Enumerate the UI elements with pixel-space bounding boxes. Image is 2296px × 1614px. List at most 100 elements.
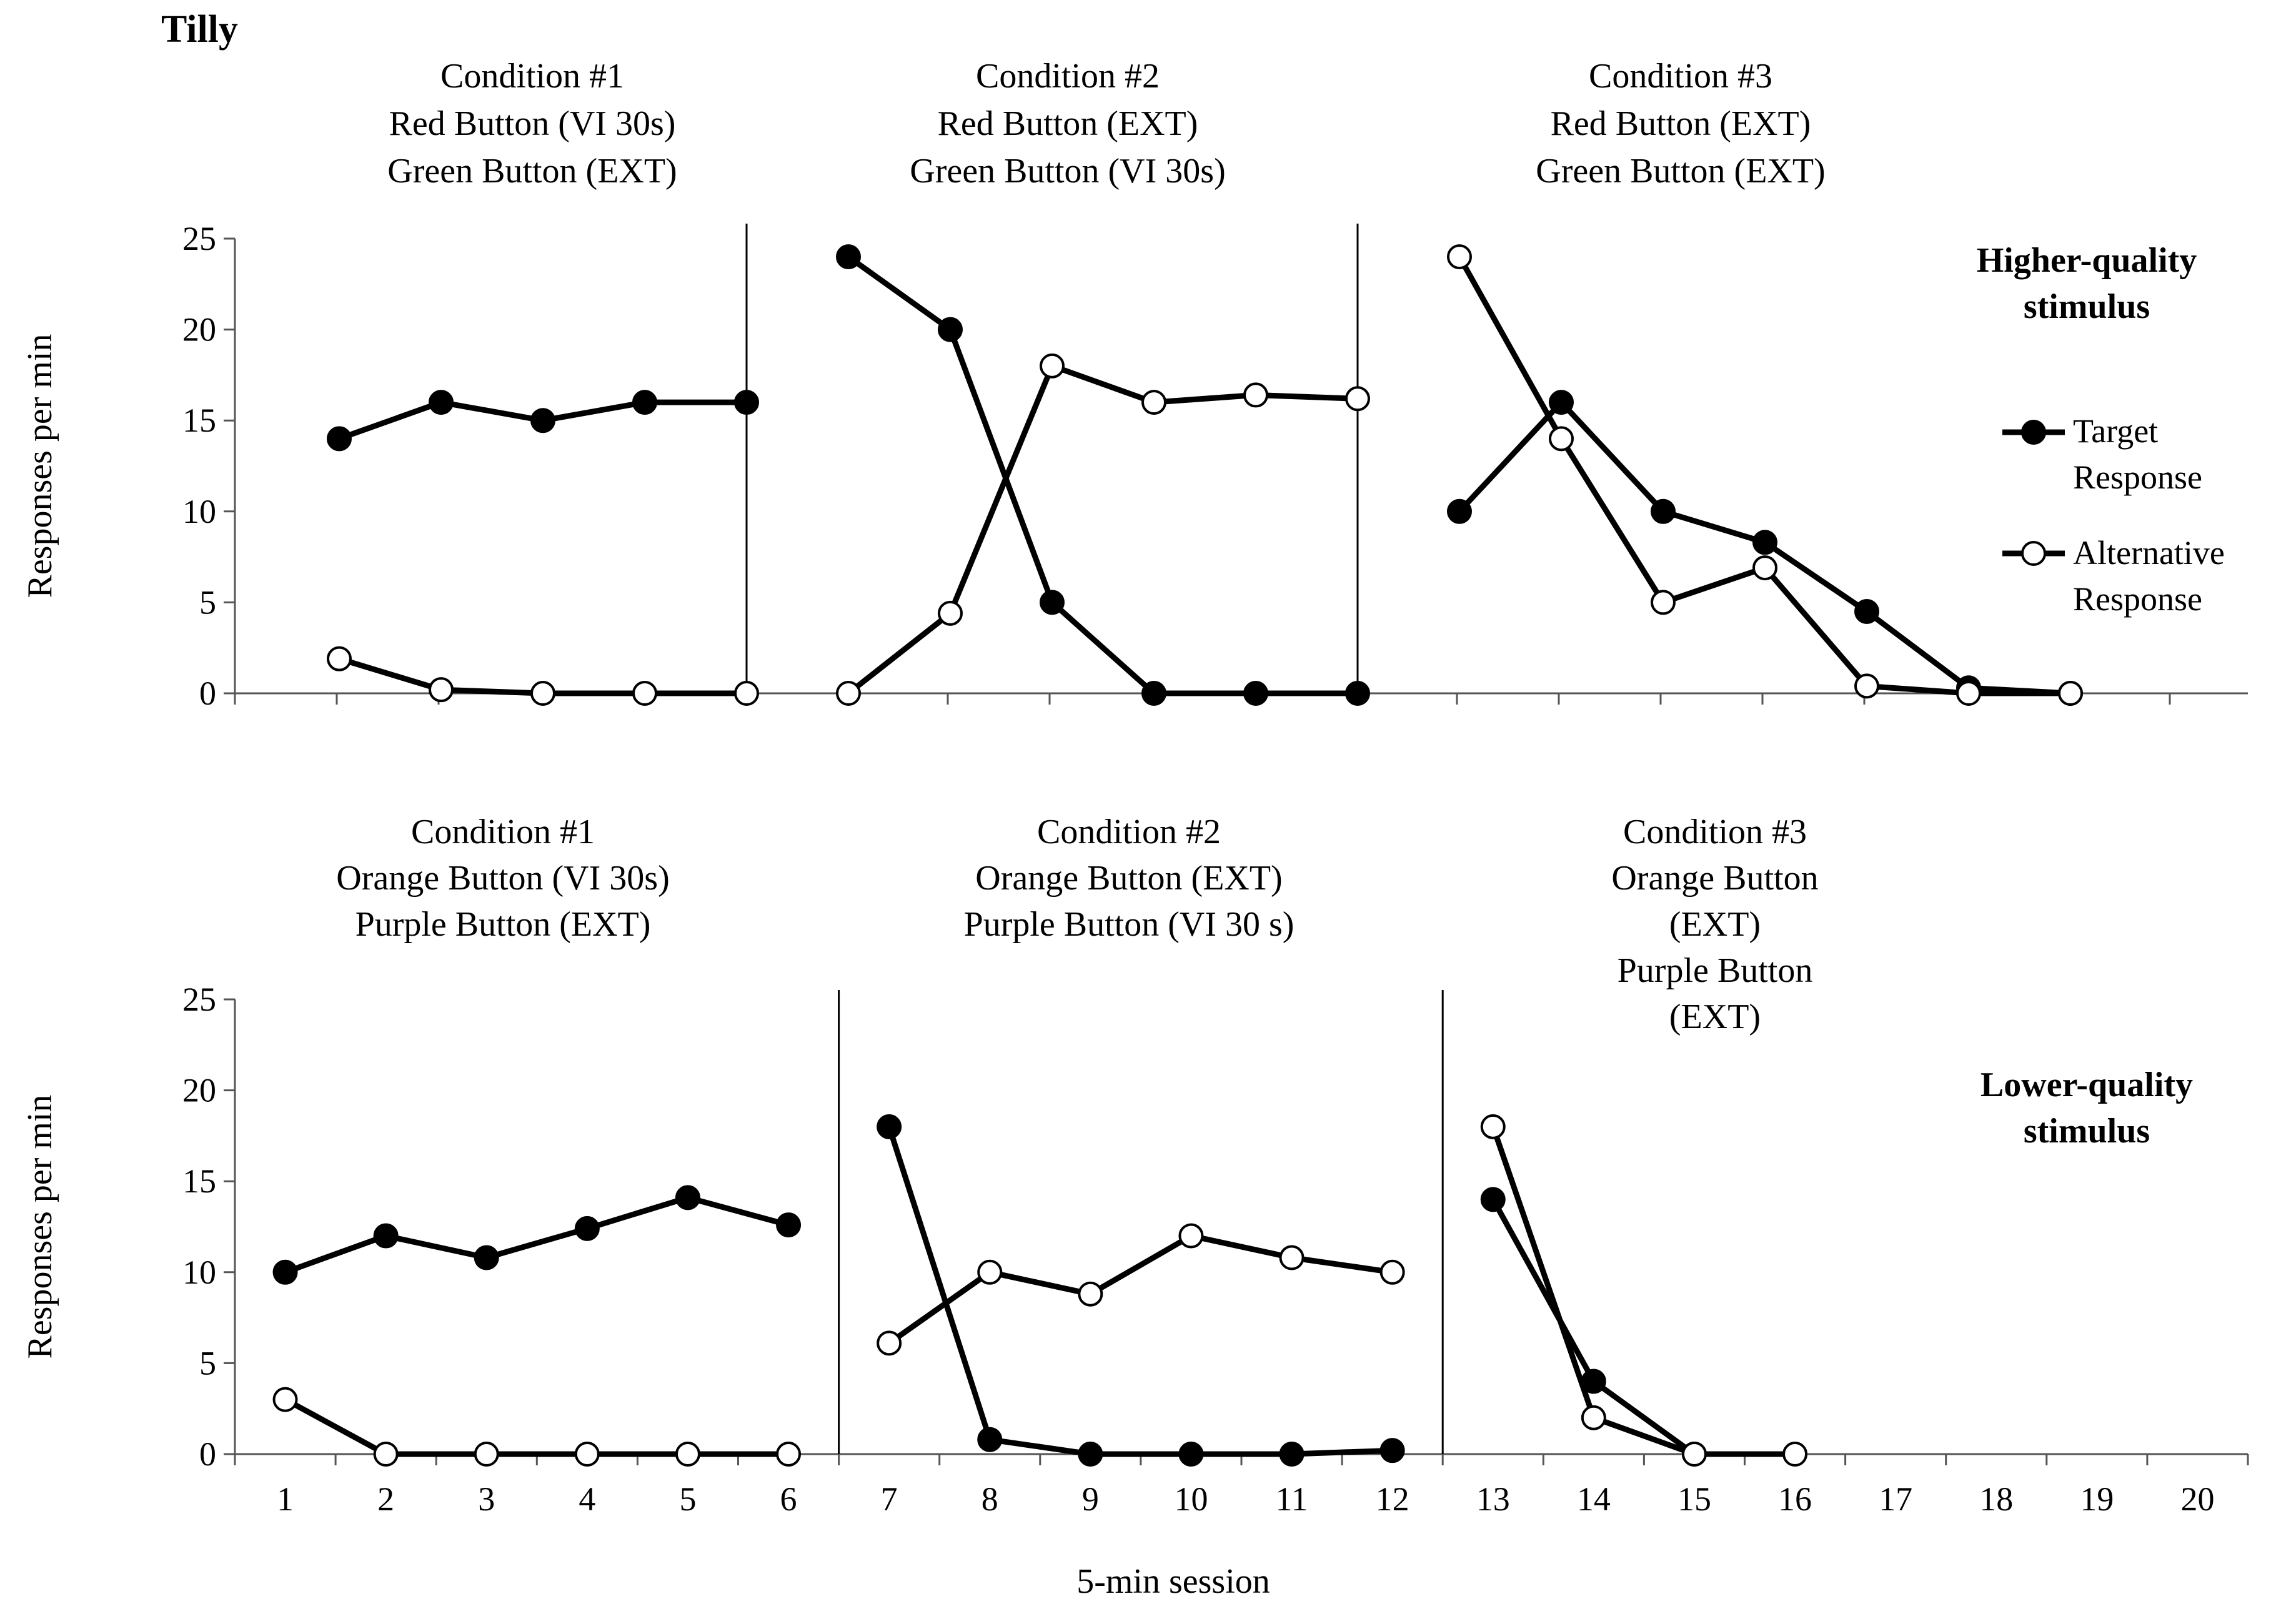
alternative-point	[1651, 590, 1676, 615]
condition-1-line-2: Orange Button (VI 30s)	[336, 859, 669, 898]
alternative-point	[574, 1442, 600, 1467]
legend-target-marker	[2021, 420, 2046, 445]
alternative-point	[1447, 244, 1472, 270]
x-tick-label: 9	[1082, 1480, 1099, 1518]
alternative-point	[1345, 386, 1370, 412]
x-tick-label: 5	[679, 1480, 696, 1518]
condition-2-line-1: Condition #2	[1037, 813, 1221, 851]
y-tick-label: 15	[182, 402, 216, 439]
target-point	[1447, 498, 1472, 524]
y-tick-label: 25	[182, 981, 216, 1018]
alternative-point	[1040, 353, 1065, 379]
target-point	[1243, 681, 1268, 706]
x-tick-label: 10	[1174, 1480, 1208, 1518]
condition-2-line-3: Purple Button (VI 30 s)	[964, 905, 1295, 944]
x-tick-label: 3	[478, 1480, 495, 1518]
x-tick-label: 17	[1879, 1480, 1912, 1518]
condition-2-line-2: Red Button (EXT)	[938, 104, 1198, 143]
target-point	[474, 1245, 499, 1270]
alternative-line-segment-3	[1457, 255, 2070, 696]
alternative-line-segment-2	[887, 1233, 1393, 1346]
condition-3-line-2: Red Button (EXT)	[1551, 104, 1811, 143]
condition-3-line-5: (EXT)	[1669, 998, 1761, 1036]
alternative-point	[327, 646, 352, 671]
target-point	[1480, 1187, 1506, 1212]
target-point	[530, 408, 555, 433]
alternative-point	[977, 1259, 1003, 1285]
alternative-point	[1141, 390, 1166, 415]
y-tick-label: 5	[199, 1344, 216, 1382]
condition-3-line-4: Purple Button	[1618, 951, 1813, 990]
target-point	[1078, 1442, 1103, 1467]
condition-3-line-1: Condition #3	[1589, 57, 1772, 96]
condition-1-line-1: Condition #1	[411, 813, 595, 851]
target-point	[1178, 1442, 1204, 1467]
panel-label-line-2: stimulus	[2024, 287, 2150, 326]
alternative-point	[1279, 1245, 1305, 1270]
legend-target-text-1: Target	[2073, 412, 2158, 450]
target-line-segment-1	[284, 1194, 790, 1275]
y-tick-label: 5	[199, 583, 216, 621]
alternative-point	[1854, 673, 1879, 699]
y-tick-label: 10	[182, 493, 216, 530]
target-point	[675, 1185, 700, 1210]
alternative-point	[429, 677, 454, 703]
target-point	[938, 317, 963, 342]
target-point	[1279, 1442, 1305, 1467]
target-point	[877, 1114, 902, 1139]
y-tick-label: 10	[182, 1254, 216, 1291]
alternative-point	[1243, 382, 1268, 408]
y-axis-title: Responses per min	[21, 334, 59, 598]
condition-1-line-3: Green Button (EXT)	[387, 152, 677, 191]
condition-1-line-2: Red Button (VI 30s)	[389, 104, 676, 143]
condition-1-line-3: Purple Button (EXT)	[355, 905, 651, 944]
condition-2-line-1: Condition #2	[976, 57, 1160, 96]
x-axis-title: 5-min session	[1076, 1562, 1270, 1601]
alternative-line-segment-2	[847, 363, 1358, 696]
alternative-point	[836, 681, 861, 706]
target-point	[574, 1215, 600, 1241]
alternative-point	[272, 1387, 298, 1412]
target-point	[1752, 530, 1777, 555]
alternative-point	[734, 681, 759, 706]
subject-label: Tilly	[161, 8, 238, 51]
legend-alternative-text-1: Alternative	[2073, 534, 2225, 572]
target-point	[327, 426, 352, 452]
target-line-segment-2	[847, 254, 1358, 696]
alternative-point	[373, 1442, 399, 1467]
x-tick-label: 19	[2080, 1480, 2114, 1518]
alternative-point	[1078, 1281, 1103, 1307]
legend-alternative-text-2: Response	[2073, 580, 2202, 618]
y-tick-label: 0	[199, 1435, 216, 1473]
panel-higher-quality: 0 5 10 15 20 25 Responses per min Condition #1 R…	[21, 57, 2248, 712]
x-tick-label: 16	[1778, 1480, 1812, 1518]
alternative-point	[675, 1442, 700, 1467]
alternative-point	[938, 600, 963, 626]
condition-3-line-2: Orange Button	[1611, 859, 1818, 898]
target-point	[734, 390, 759, 415]
alternative-point	[776, 1442, 802, 1467]
target-point	[977, 1427, 1003, 1452]
x-tick-label: 18	[1979, 1480, 2013, 1518]
alternative-point	[474, 1442, 499, 1467]
y-tick-label: 25	[182, 220, 216, 257]
target-point	[1651, 498, 1676, 524]
x-tick-label: 20	[2180, 1480, 2214, 1518]
alternative-point	[1581, 1405, 1606, 1430]
target-point	[1141, 681, 1166, 706]
x-tick-label: 13	[1476, 1480, 1510, 1518]
x-tick-label: 7	[881, 1480, 898, 1518]
alternative-line-segment-1	[284, 1397, 788, 1457]
condition-2-line-2: Orange Button (EXT)	[975, 859, 1282, 898]
panel-label-line-1: Lower-quality	[1980, 1066, 2193, 1104]
alternative-point	[2058, 681, 2083, 706]
target-point	[429, 390, 454, 415]
y-tick-label: 0	[199, 675, 216, 712]
alternative-point	[1681, 1442, 1707, 1467]
y-tick-label: 15	[182, 1162, 216, 1200]
x-tick-label: 4	[579, 1480, 595, 1518]
alternative-point	[1379, 1259, 1405, 1285]
alternative-point	[877, 1330, 902, 1356]
condition-1-line-1: Condition #1	[440, 57, 624, 96]
